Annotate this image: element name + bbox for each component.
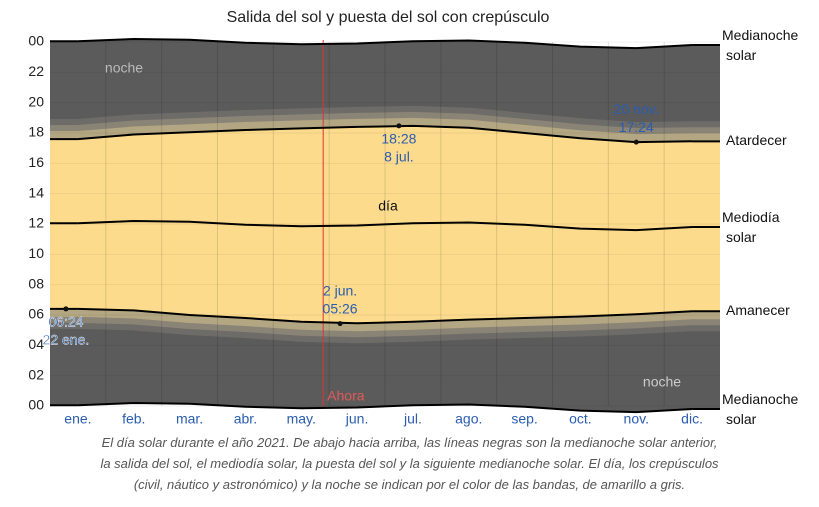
caption-line: la salida del sol, el mediodía solar, la… <box>100 456 719 471</box>
series-line <box>77 401 693 414</box>
series-line <box>77 37 693 50</box>
caption-line: (civil, náutico y astronómico) y la noch… <box>133 477 686 492</box>
y-tick-label: 14 <box>28 184 44 200</box>
annotation-text: 06:24 <box>48 314 83 330</box>
x-tick-label: may. <box>287 411 316 427</box>
annotation-text: 18:28 <box>381 131 416 147</box>
annotation-text: 20 nov. <box>614 101 659 117</box>
y-tick-label: 12 <box>28 215 44 231</box>
night-label: noche <box>105 60 143 76</box>
annotation-text: 2 jun. <box>323 282 357 298</box>
chart: Salida del sol y puesta del sol con crep… <box>28 9 798 427</box>
annotation-text: 17:24 <box>619 119 654 135</box>
y-tick-label: 22 <box>28 63 44 79</box>
y-tick-label: 10 <box>28 245 44 261</box>
x-tick-label: sep. <box>511 411 537 427</box>
x-tick-label: abr. <box>234 411 257 427</box>
series-line <box>77 307 693 325</box>
y-tick-label: 00 <box>28 397 44 413</box>
y-tick-label: 02 <box>28 366 44 382</box>
annotation-text: 8 jul. <box>384 149 414 165</box>
series-label: Amanecer <box>726 302 790 318</box>
x-tick-label: dic. <box>681 411 703 427</box>
line-edge <box>50 404 720 411</box>
x-tick-label: jul. <box>403 411 422 427</box>
line-edge <box>50 138 720 143</box>
y-tick-label: 20 <box>28 93 44 109</box>
caption-line: El día solar durante el año 2021. De aba… <box>101 435 718 450</box>
x-tick-label: ago. <box>455 411 482 427</box>
y-tick-label: 16 <box>28 154 44 170</box>
series-label: Mediodía solar <box>722 209 780 245</box>
line-edge <box>50 40 720 47</box>
y-tick-label: 08 <box>28 275 44 291</box>
y-tick-label: 00 <box>28 33 44 49</box>
night-label: noche <box>643 374 681 390</box>
y-tick-label: 18 <box>28 124 44 140</box>
annotation-text: 22 ene. <box>43 332 90 348</box>
annotation-point <box>63 306 69 312</box>
series-label: Medianoche solar <box>722 27 798 63</box>
x-tick-label: feb. <box>122 411 145 427</box>
line-edge <box>50 222 720 229</box>
caption: El día solar durante el año 2021. De aba… <box>0 432 819 495</box>
series-label: Medianoche solar <box>722 391 798 427</box>
annotation-point <box>337 321 343 327</box>
x-tick-label: oct. <box>569 411 592 427</box>
x-tick-label: nov. <box>624 411 649 427</box>
y-tick-label: 04 <box>28 336 44 352</box>
chart-title: Salida del sol y puesta del sol con crep… <box>227 9 550 26</box>
x-tick-label: mar. <box>176 411 203 427</box>
annotation-text: 05:26 <box>323 300 358 316</box>
now-label: Ahora <box>327 388 365 404</box>
series-line <box>77 219 693 232</box>
series-label: Atardecer <box>726 132 787 148</box>
series-line <box>77 124 693 144</box>
y-tick-label: 06 <box>28 306 44 322</box>
annotation-point <box>396 123 402 129</box>
x-tick-label: jun. <box>345 411 369 427</box>
annotation-point <box>633 139 639 145</box>
day-label: día <box>378 198 398 214</box>
x-tick-label: ene. <box>64 411 91 427</box>
